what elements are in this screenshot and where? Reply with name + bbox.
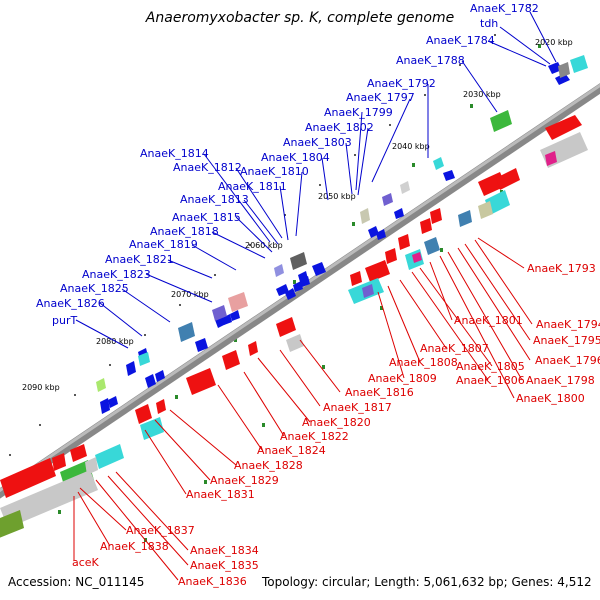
gene-label: AnaeK_1824 <box>257 444 326 457</box>
gene-label: AnaeK_1799 <box>324 106 393 119</box>
gene-label: aceK <box>72 556 100 569</box>
gene-label: AnaeK_1831 <box>186 488 255 501</box>
gene-label: AnaeK_1818 <box>150 225 219 238</box>
gene-label: AnaeK_1834 <box>190 544 259 557</box>
gene-label: AnaeK_1801 <box>454 314 523 327</box>
summary-text: Topology: circular; Length: 5,061,632 bp… <box>261 575 592 589</box>
blue-gene-labels: AnaeK_1782 tdh AnaeK_1784 AnaeK_1788 Ana… <box>36 2 539 327</box>
outer-scale-dots <box>9 4 531 456</box>
pathway-blocks-upper <box>96 55 588 392</box>
blue-leader-lines <box>75 11 557 349</box>
gene-label: AnaeK_1804 <box>261 151 330 164</box>
gene-label: AnaeK_1793 <box>527 262 596 275</box>
gene-label: AnaeK_1792 <box>367 77 436 90</box>
gene-label: AnaeK_1817 <box>323 401 392 414</box>
gene-label: AnaeK_1810 <box>240 165 309 178</box>
gene-label: AnaeK_1829 <box>210 474 279 487</box>
scale-label: 2090 kbp <box>22 383 60 392</box>
gene-label: AnaeK_1788 <box>396 54 465 67</box>
gene-label: AnaeK_1836 <box>178 575 247 588</box>
gene-label: AnaeK_1821 <box>105 253 174 266</box>
gene-label: AnaeK_1823 <box>82 268 151 281</box>
gene-label: AnaeK_1797 <box>346 91 415 104</box>
red-leader-lines <box>73 237 533 581</box>
gene-label: AnaeK_1826 <box>36 297 105 310</box>
red-gene-labels: AnaeK_1793 AnaeK_1794 AnaeK_1795 AnaeK_1… <box>72 262 600 588</box>
gene-label: purT <box>52 314 77 327</box>
gene-label: AnaeK_1808 <box>389 356 458 369</box>
gene-label: AnaeK_1809 <box>368 372 437 385</box>
gene-label: AnaeK_1814 <box>140 147 209 160</box>
gene-label: AnaeK_1816 <box>345 386 414 399</box>
gene-label: AnaeK_1800 <box>516 392 585 405</box>
gene-label: AnaeK_1811 <box>218 180 287 193</box>
scale-label: 2050 kbp <box>318 192 356 201</box>
gene-label: AnaeK_1806 <box>456 374 525 387</box>
gene-label: AnaeK_1820 <box>302 416 371 429</box>
gene-label: AnaeK_1825 <box>60 282 129 295</box>
gene-label: AnaeK_1803 <box>283 136 352 149</box>
map-title: Anaeromyxobacter sp. K, complete genome <box>145 10 454 26</box>
gene-label: AnaeK_1805 <box>456 360 525 373</box>
gene-label: tdh <box>480 17 498 30</box>
accession-text: Accession: NC_011145 <box>8 575 144 589</box>
gene-label: AnaeK_1794 <box>536 318 600 331</box>
gene-label: AnaeK_1802 <box>305 121 374 134</box>
gene-label: AnaeK_1784 <box>426 34 495 47</box>
gene-label: AnaeK_1815 <box>172 211 241 224</box>
gene-label: AnaeK_1828 <box>234 459 303 472</box>
gene-label: AnaeK_1798 <box>526 374 595 387</box>
gene-label: AnaeK_1837 <box>126 524 195 537</box>
gene-label: AnaeK_1782 <box>470 2 539 15</box>
gene-label: AnaeK_1813 <box>180 193 249 206</box>
gene-label: AnaeK_1838 <box>100 540 169 553</box>
gene-label: AnaeK_1796 <box>535 354 600 367</box>
gene-label: AnaeK_1795 <box>533 334 600 347</box>
gene-label: AnaeK_1835 <box>190 559 259 572</box>
red-genes <box>0 115 588 538</box>
scale-label: 2070 kbp <box>171 290 209 299</box>
gene-label: AnaeK_1807 <box>420 342 489 355</box>
scale-label: 2060 kbp <box>245 241 283 250</box>
scale-label: 2020 kbp <box>535 38 573 47</box>
scale-label: 2080 kbp <box>96 337 134 346</box>
scale-label: 2030 kbp <box>463 90 501 99</box>
gene-label: AnaeK_1822 <box>280 430 349 443</box>
scale-label: 2040 kbp <box>392 142 430 151</box>
gene-label: AnaeK_1819 <box>129 238 198 251</box>
gene-label: AnaeK_1812 <box>173 161 242 174</box>
scale-labels: 2020 kbp 2030 kbp 2040 kbp 2050 kbp 2060… <box>22 38 573 392</box>
